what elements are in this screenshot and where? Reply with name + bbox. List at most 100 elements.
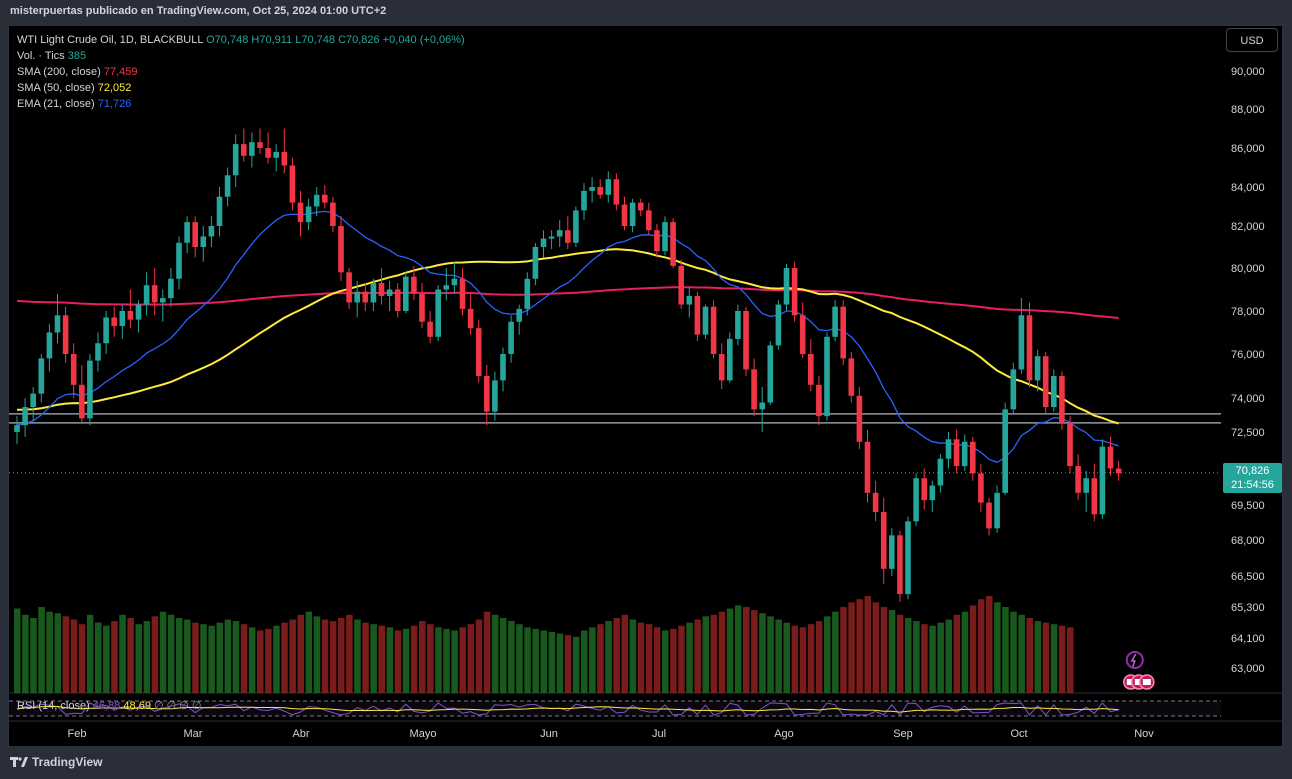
candle-body — [678, 265, 684, 305]
volume-bar — [265, 628, 272, 693]
candle-body — [718, 354, 725, 381]
candle-body — [394, 289, 401, 311]
volume-bar — [556, 633, 564, 693]
chart-canvas[interactable]: 90,000 88,000 86,000 84,000 82,000 80,000 78,0… — [9, 26, 1283, 747]
candle-body — [880, 512, 887, 569]
chart-legend: WTI Light Crude Oil, 1D, BLACKBULL O70,7… — [17, 32, 465, 112]
legend-ema21-row[interactable]: EMA (21, close) 71,726 — [17, 96, 465, 112]
candle-body — [710, 306, 717, 354]
candle-body — [897, 535, 903, 595]
volume-bar — [605, 621, 612, 693]
candle-body — [14, 425, 20, 432]
candle-body — [224, 175, 231, 197]
chart-panel[interactable]: 90,000 88,000 86,000 84,000 82,000 80,000 78,0… — [8, 25, 1283, 747]
rsi-legend[interactable]: RSI (14, close) 46,88 48,69 ∅ ∅ ∅ ∅ — [17, 699, 202, 712]
currency-button[interactable]: USD — [1226, 28, 1278, 52]
volume-bar — [394, 630, 402, 693]
volume-bar — [524, 627, 531, 693]
flag-glyph-icon — [1142, 679, 1151, 685]
candle-body — [783, 268, 790, 305]
volume-bar — [662, 630, 669, 693]
candle-body — [111, 317, 117, 327]
candle-body — [87, 360, 93, 419]
candle-body — [1002, 409, 1008, 493]
volume-bar — [184, 619, 191, 693]
legend-vol-label[interactable]: Vol. · Tics — [17, 50, 65, 62]
legend-symbol[interactable]: WTI Light Crude Oil, 1D, BLACKBULL — [17, 34, 204, 46]
candle-body — [492, 380, 498, 412]
candle-body — [597, 187, 603, 195]
volume-bar — [321, 619, 329, 693]
price-axis-tick: 84,000 — [1231, 182, 1265, 194]
legend-sma50-row[interactable]: SMA (50, close) 72,052 — [17, 80, 465, 96]
price-axis-tick: 64,100 — [1231, 633, 1265, 645]
volume-bar — [710, 614, 718, 693]
candle-body — [176, 242, 182, 279]
volume-bar — [232, 621, 240, 693]
volume-bar — [945, 619, 952, 693]
candle-body — [791, 268, 798, 316]
volume-bar — [370, 624, 377, 693]
legend-sma200-row[interactable]: SMA (200, close) 77,459 — [17, 64, 465, 80]
volume-bar — [783, 622, 790, 693]
flag-glyph-icon — [1134, 679, 1143, 685]
volume-bar — [832, 611, 839, 693]
lightning-bolt-icon — [1130, 653, 1137, 668]
volume-bar — [281, 622, 288, 693]
candle-body — [338, 226, 344, 273]
candle-body — [54, 315, 61, 333]
candle-body — [22, 407, 28, 426]
volume-bar — [451, 630, 458, 693]
legend-volume-row[interactable]: Vol. · Tics 385 — [17, 48, 465, 64]
candle-body — [953, 439, 960, 467]
legend-sma50-label[interactable]: SMA (50, close) — [17, 82, 95, 94]
legend-sma200-label[interactable]: SMA (200, close) — [17, 66, 101, 78]
candle-body — [216, 196, 223, 226]
candle-body — [613, 179, 620, 205]
volume-bar — [888, 610, 896, 693]
price-axis-tick: 88,000 — [1231, 104, 1265, 116]
candle-body — [702, 306, 709, 335]
candle-body — [151, 285, 158, 303]
publish-header: misterpuertas publicado en TradingView.c… — [10, 5, 387, 17]
volume-bar — [856, 599, 863, 693]
candle-body — [386, 289, 393, 296]
candle-body — [119, 311, 126, 327]
legend-symbol-row[interactable]: WTI Light Crude Oil, 1D, BLACKBULL O70,7… — [17, 32, 465, 48]
candle-body — [192, 222, 198, 247]
volume-bar — [548, 632, 556, 693]
candle-body — [95, 343, 101, 361]
volume-bar — [1026, 617, 1033, 693]
candle-body — [1018, 315, 1025, 370]
candle-body — [135, 304, 142, 320]
candle-body — [808, 354, 814, 385]
rsi-label[interactable]: RSI (14, close) — [17, 700, 90, 712]
tradingview-logo-icon — [10, 757, 28, 767]
volume-bar — [224, 619, 232, 693]
candle-body — [565, 230, 571, 243]
legend-sma50-value: 72,052 — [97, 82, 132, 94]
candle-body — [1051, 376, 1057, 408]
candle-body — [856, 395, 863, 442]
candle-body — [556, 230, 563, 237]
candle-body — [330, 202, 336, 226]
volume-bar — [159, 611, 167, 693]
volume-bar — [1067, 627, 1074, 693]
footer-brand[interactable]: TradingView — [10, 755, 102, 769]
price-axis-tick: 68,000 — [1231, 535, 1265, 547]
volume-bar — [119, 614, 126, 693]
price-axis-tick: 65,300 — [1231, 602, 1265, 614]
volume-bar — [815, 621, 823, 693]
price-axis-tick: 80,000 — [1231, 263, 1265, 275]
volume-bar — [743, 606, 750, 693]
rsi-ma-value: 48,69 — [123, 700, 151, 712]
candle-body — [281, 151, 288, 166]
time-axis-tick: Ago — [774, 728, 794, 740]
legend-ema21-label[interactable]: EMA (21, close) — [17, 98, 95, 110]
bar-countdown: 21:54:56 — [1231, 479, 1274, 491]
volume-bar — [427, 624, 434, 693]
candle-body — [289, 165, 296, 203]
volume-bar — [913, 621, 920, 693]
volume-bar — [46, 611, 53, 693]
candle-body — [1115, 468, 1122, 474]
